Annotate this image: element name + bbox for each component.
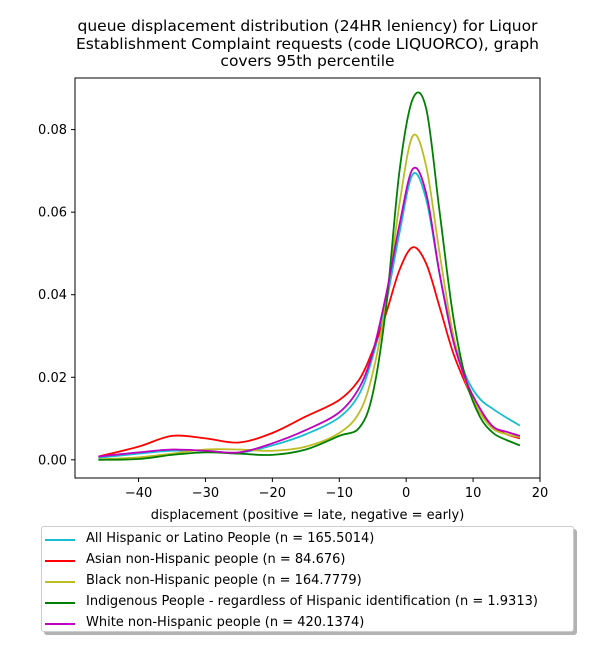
axes-frame [74, 77, 541, 479]
chart-title-line: covers 95th percentile [220, 52, 395, 70]
series-line-2 [98, 133, 521, 461]
legend-item: White non-Hispanic people (n = 420.1374) [42, 613, 572, 633]
legend-swatch [45, 539, 75, 541]
legend-swatch [45, 623, 75, 625]
x-tick-label: 10 [465, 486, 482, 501]
legend-item: Black non-Hispanic people (n = 164.7779) [42, 571, 572, 591]
x-axis-label: displacement (positive = late, negative … [151, 508, 465, 523]
legend-label: White non-Hispanic people (n = 420.1374) [86, 615, 365, 630]
legend-swatch [45, 581, 75, 583]
legend-swatch [45, 560, 75, 562]
chart-title-line: Establishment Complaint requests (code L… [76, 34, 539, 53]
legend-item: Asian non-Hispanic people (n = 84.676) [42, 550, 572, 570]
series-line-3 [98, 91, 521, 461]
x-tick-label: −20 [259, 486, 286, 501]
legend-label: Indigenous People - regardless of Hispan… [86, 594, 538, 609]
y-tick-label: 0.02 [38, 371, 67, 386]
legend: All Hispanic or Latino People (n = 165.5… [41, 526, 574, 632]
chart-title: queue displacement distribution (24HR le… [0, 17, 600, 71]
legend-item: Indigenous People - regardless of Hispan… [42, 592, 572, 612]
chart-title-line: queue displacement distribution (24HR le… [77, 17, 538, 35]
legend-label: All Hispanic or Latino People (n = 165.5… [86, 531, 375, 546]
y-tick-label: 0.00 [38, 453, 67, 468]
legend-label: Black non-Hispanic people (n = 164.7779) [86, 573, 362, 588]
y-tick-label: 0.04 [38, 288, 67, 303]
series-line-4 [98, 166, 521, 458]
legend-label: Asian non-Hispanic people (n = 84.676) [86, 552, 346, 567]
x-tick-label: 20 [532, 486, 549, 501]
x-tick-label: −40 [125, 486, 152, 501]
x-tick-label: −10 [326, 486, 353, 501]
y-tick-label: 0.06 [38, 206, 67, 221]
x-tick-label: 0 [402, 486, 410, 501]
y-tick-label: 0.08 [38, 123, 67, 138]
x-tick-label: −30 [192, 486, 219, 501]
legend-item: All Hispanic or Latino People (n = 165.5… [42, 529, 572, 549]
legend-swatch [45, 602, 75, 604]
